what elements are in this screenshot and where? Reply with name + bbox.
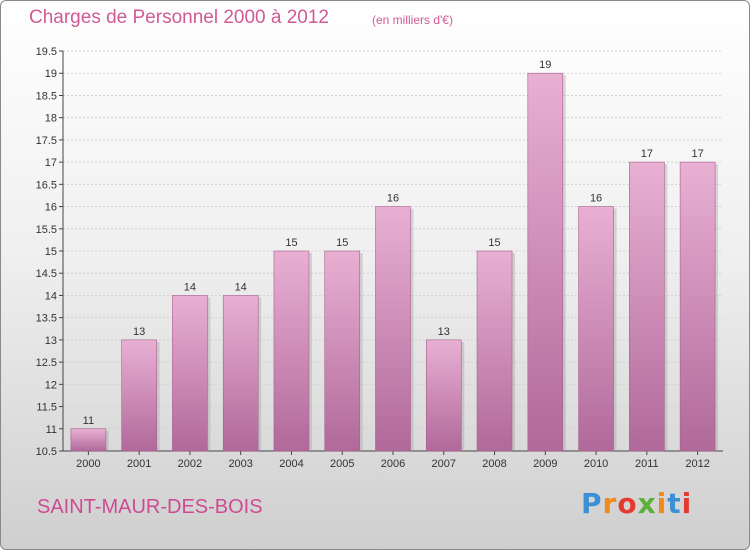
bar-2011[interactable] <box>629 161 665 452</box>
y-tick-label: 15.5 <box>36 224 57 236</box>
bar-value-label: 17 <box>641 148 653 160</box>
bar-value-label: 16 <box>387 193 399 205</box>
y-tick-label: 18 <box>45 113 57 125</box>
y-tick-label: 12 <box>45 379 57 391</box>
bar-value-label: 11 <box>83 415 94 427</box>
x-tick-label: 2004 <box>279 458 303 470</box>
bar-2004[interactable] <box>273 250 310 452</box>
proxiti-logo: Proxiti <box>581 487 692 520</box>
logo-letter: o <box>617 487 638 520</box>
x-tick-label: 2003 <box>228 458 252 470</box>
bar-2000[interactable] <box>70 428 107 452</box>
bar-2002[interactable] <box>172 295 208 452</box>
bar-2001[interactable] <box>121 339 157 452</box>
bar-2003[interactable] <box>222 295 259 452</box>
y-tick-label: 11 <box>46 424 57 436</box>
bar-value-label: 13 <box>438 326 450 338</box>
x-tick-label: 2008 <box>482 458 506 470</box>
bar-value-label: 15 <box>285 237 297 249</box>
chart-subtitle: (en milliers d'€) <box>372 13 453 27</box>
y-tick-label: 13 <box>45 335 57 347</box>
bar-2008[interactable] <box>476 250 513 452</box>
bar-value-label: 19 <box>539 59 551 71</box>
y-tick-label: 19 <box>45 68 57 80</box>
y-tick-label: 14.5 <box>36 268 57 280</box>
x-tick-label: 2000 <box>76 458 100 470</box>
x-tick-label: 2010 <box>584 458 608 470</box>
bar-value-label: 15 <box>336 237 348 249</box>
y-tick-label: 19.5 <box>36 46 57 58</box>
value-labels: 11 13 14 14 15 15 16 13 15 19 16 17 17 <box>83 59 704 427</box>
bar-2009[interactable] <box>527 72 564 452</box>
y-tick-label: 17.5 <box>36 135 57 147</box>
commune-name: SAINT-MAUR-DES-BOIS <box>37 496 263 518</box>
logo-letter: r <box>602 487 618 520</box>
bar-2012[interactable] <box>679 161 716 452</box>
y-axis: 10.5 11 11.5 12 12.5 13 13.5 14 14.5 15 15.5 16 16.5… <box>36 46 64 458</box>
bar-value-label: 16 <box>590 193 602 205</box>
bar-2005[interactable] <box>324 250 361 452</box>
logo-letter: i <box>656 487 668 520</box>
y-tick-label: 18.5 <box>36 90 57 102</box>
y-tick-label: 17 <box>45 157 57 169</box>
x-tick-label: 2001 <box>127 458 151 470</box>
y-tick-label: 16 <box>45 202 57 214</box>
x-axis: 2000 2001 2002 2003 2004 2005 2006 2007 2008 2009… <box>63 450 723 470</box>
y-tick-label: 11.5 <box>36 402 57 414</box>
y-tick-label: 16.5 <box>36 179 57 191</box>
x-tick-label: 2012 <box>685 458 709 470</box>
x-tick-label: 2002 <box>178 458 202 470</box>
bar-value-label: 17 <box>691 148 703 160</box>
y-tick-label: 15 <box>45 246 57 258</box>
x-tick-label: 2006 <box>381 458 405 470</box>
bar-value-label: 14 <box>184 281 196 293</box>
bars <box>70 72 719 452</box>
x-tick-label: 2011 <box>635 458 659 470</box>
bar-2006[interactable] <box>375 206 411 452</box>
bar-value-label: 13 <box>133 326 145 338</box>
logo-letter: x <box>637 487 657 520</box>
x-tick-label: 2005 <box>330 458 354 470</box>
y-tick-label: 12.5 <box>36 357 57 369</box>
x-tick-label: 2009 <box>533 458 557 470</box>
y-tick-label: 13.5 <box>36 313 57 325</box>
bar-value-label: 15 <box>488 237 500 249</box>
y-tick-label: 14 <box>45 290 57 302</box>
chart-title: Charges de Personnel 2000 à 2012 <box>29 7 330 28</box>
logo-letter: t <box>667 487 682 520</box>
x-tick-label: 2007 <box>432 458 456 470</box>
bar-2010[interactable] <box>578 206 614 452</box>
bar-value-label: 14 <box>235 281 247 293</box>
y-tick-label: 10.5 <box>36 446 57 458</box>
logo-letter: i <box>681 487 693 520</box>
bar-2007[interactable] <box>425 339 462 452</box>
logo-letter: P <box>581 487 603 520</box>
